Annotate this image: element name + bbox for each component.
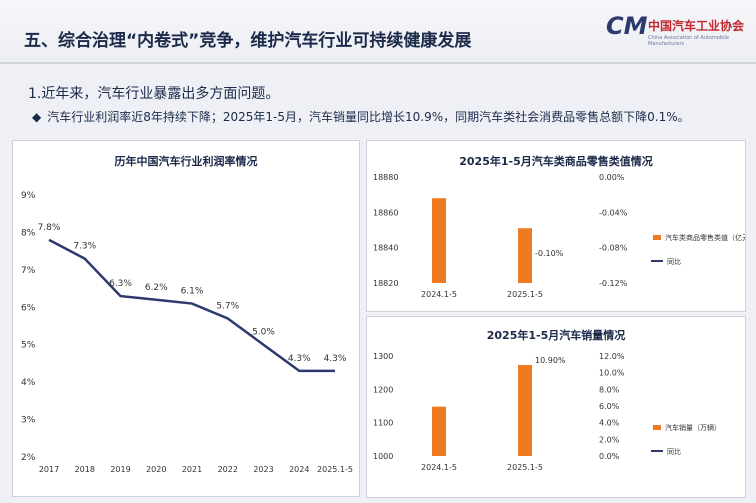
y2-tick-label: 12.0% xyxy=(599,352,625,361)
data-label: 6.1% xyxy=(181,287,204,297)
y-tick-label: 18840 xyxy=(373,244,398,253)
y-tick-label: 4% xyxy=(21,378,36,388)
y-tick-label: 1200 xyxy=(373,385,393,394)
caam-logo: CM 中国汽车工业协会 China Association of Automob… xyxy=(606,10,746,50)
logo-name: 中国汽车工业协会 xyxy=(648,19,745,33)
bullet-icon: ◆ xyxy=(32,110,42,124)
y-tick-label: 18860 xyxy=(373,208,398,217)
y-tick-label: 3% xyxy=(21,416,36,426)
x-tick-label: 2018 xyxy=(75,465,95,474)
data-label: 7.3% xyxy=(73,242,96,252)
logo-mark: CM xyxy=(606,12,648,40)
y2-tick-label: 4.0% xyxy=(599,419,620,428)
y2-tick-label: 0.0% xyxy=(599,452,620,461)
retail-chart-title: 2025年1-5月汽车类商品零售类值情况 xyxy=(459,155,653,168)
y-tick-label: 1300 xyxy=(373,352,393,361)
y2-tick-label: 8.0% xyxy=(599,385,620,394)
x-tick-label: 2024 xyxy=(289,465,309,474)
legend-bar-swatch xyxy=(653,425,661,430)
y2-tick-label: 0.00% xyxy=(599,173,625,182)
y-tick-label: 8% xyxy=(21,228,36,238)
y-tick-label: 1100 xyxy=(373,419,393,428)
x-tick-label: 2021 xyxy=(182,465,202,474)
legend-label: 同比 xyxy=(667,257,681,266)
sales-volume-panel: 2025年1-5月汽车销量情况 1000 1100 1200 1300 0.0% 2.0%… xyxy=(366,316,746,498)
bullet-body: 汽车行业利润率近8年持续下降；2025年1-5月，汽车销量同比增长10.9%，同… xyxy=(47,110,690,124)
growth-label: 10.90% xyxy=(535,356,566,365)
slide-header: 五、综合治理“内卷式”竞争，维护汽车行业可持续健康发展 CM 中国汽车工业协会 … xyxy=(0,0,756,64)
bar xyxy=(432,198,446,283)
legend-label: 同比 xyxy=(667,447,681,456)
bullet-text: ◆ 汽车行业利润率近8年持续下降；2025年1-5月，汽车销量同比增长10.9%，… xyxy=(32,108,690,125)
x-tick-label: 2024.1-5 xyxy=(421,290,457,299)
x-tick-label: 2017 xyxy=(39,465,59,474)
y2-tick-label: 2.0% xyxy=(599,435,620,444)
x-tick-label: 2020 xyxy=(146,465,166,474)
x-tick-label: 2023 xyxy=(253,465,273,474)
data-label: 5.0% xyxy=(252,328,275,338)
profit-chart-title: 历年中国汽车行业利润率情况 xyxy=(114,155,258,168)
bar xyxy=(518,228,532,283)
legend-label: 汽车销量（万辆） xyxy=(665,423,721,432)
x-tick-label: 2019 xyxy=(110,465,130,474)
legend-label: 汽车类商品零售类值（亿元） xyxy=(665,233,745,242)
slide-content: 1.近年来，汽车行业暴露出多方面问题。 ◆ 汽车行业利润率近8年持续下降；2025… xyxy=(0,64,756,503)
x-tick-label: 2025.1-5 xyxy=(507,463,543,472)
slide-title: 五、综合治理“内卷式”竞争，维护汽车行业可持续健康发展 xyxy=(24,31,472,51)
data-label: 4.3% xyxy=(324,354,347,364)
data-label: 4.3% xyxy=(288,354,311,364)
y2-tick-label: -0.04% xyxy=(599,208,628,217)
logo-subtitle: China Association of Automobile Manufact… xyxy=(648,35,729,47)
x-tick-label: 2025.1-5 xyxy=(507,290,543,299)
y2-tick-label: 6.0% xyxy=(599,402,620,411)
y-tick-label: 1000 xyxy=(373,452,393,461)
sales-volume-chart: 1000 1100 1200 1300 0.0% 2.0% 4.0% 6.0% 8.0% 10.0… xyxy=(373,352,721,472)
profit-margin-chart: 2% 3% 4% 5% 6% 7% 8% 9% 2017 2018 2019 2020 2021 2022… xyxy=(21,191,353,474)
y-tick-label: 5% xyxy=(21,341,36,351)
y2-tick-label: -0.08% xyxy=(599,244,628,253)
y-tick-label: 7% xyxy=(21,266,36,276)
bar xyxy=(432,406,446,456)
x-tick-label: 2022 xyxy=(218,465,238,474)
y2-tick-label: 10.0% xyxy=(599,369,625,378)
retail-value-panel: 2025年1-5月汽车类商品零售类值情况 18820 18840 18860 1888… xyxy=(366,140,746,312)
x-tick-label: 2025.1-5 xyxy=(317,465,353,474)
profit-margin-line xyxy=(48,238,335,373)
x-tick-label: 2024.1-5 xyxy=(421,463,457,472)
retail-value-chart: 18820 18840 18860 18880 -0.12% -0.08% -0.04% 0.… xyxy=(373,173,745,299)
sales-chart-title: 2025年1-5月汽车销量情况 xyxy=(486,329,626,342)
y-tick-label: 18820 xyxy=(373,279,398,288)
y-tick-label: 2% xyxy=(21,453,36,463)
bar xyxy=(518,365,532,456)
y-tick-label: 18880 xyxy=(373,173,398,182)
data-label: 7.8% xyxy=(38,223,61,233)
legend-bar-swatch xyxy=(653,235,661,240)
growth-label: -0.10% xyxy=(535,249,564,258)
data-label: 6.2% xyxy=(145,283,168,293)
point-heading: 1.近年来，汽车行业暴露出多方面问题。 xyxy=(28,86,280,102)
y2-tick-label: -0.12% xyxy=(599,279,628,288)
y-tick-label: 6% xyxy=(21,303,36,313)
data-label: 6.3% xyxy=(109,279,132,289)
data-label: 5.7% xyxy=(216,302,239,312)
profit-margin-panel: 历年中国汽车行业利润率情况 2% 3% 4% 5% 6% 7% 8% 9% 2017 2018 20… xyxy=(12,140,360,497)
y-tick-label: 9% xyxy=(21,191,36,201)
